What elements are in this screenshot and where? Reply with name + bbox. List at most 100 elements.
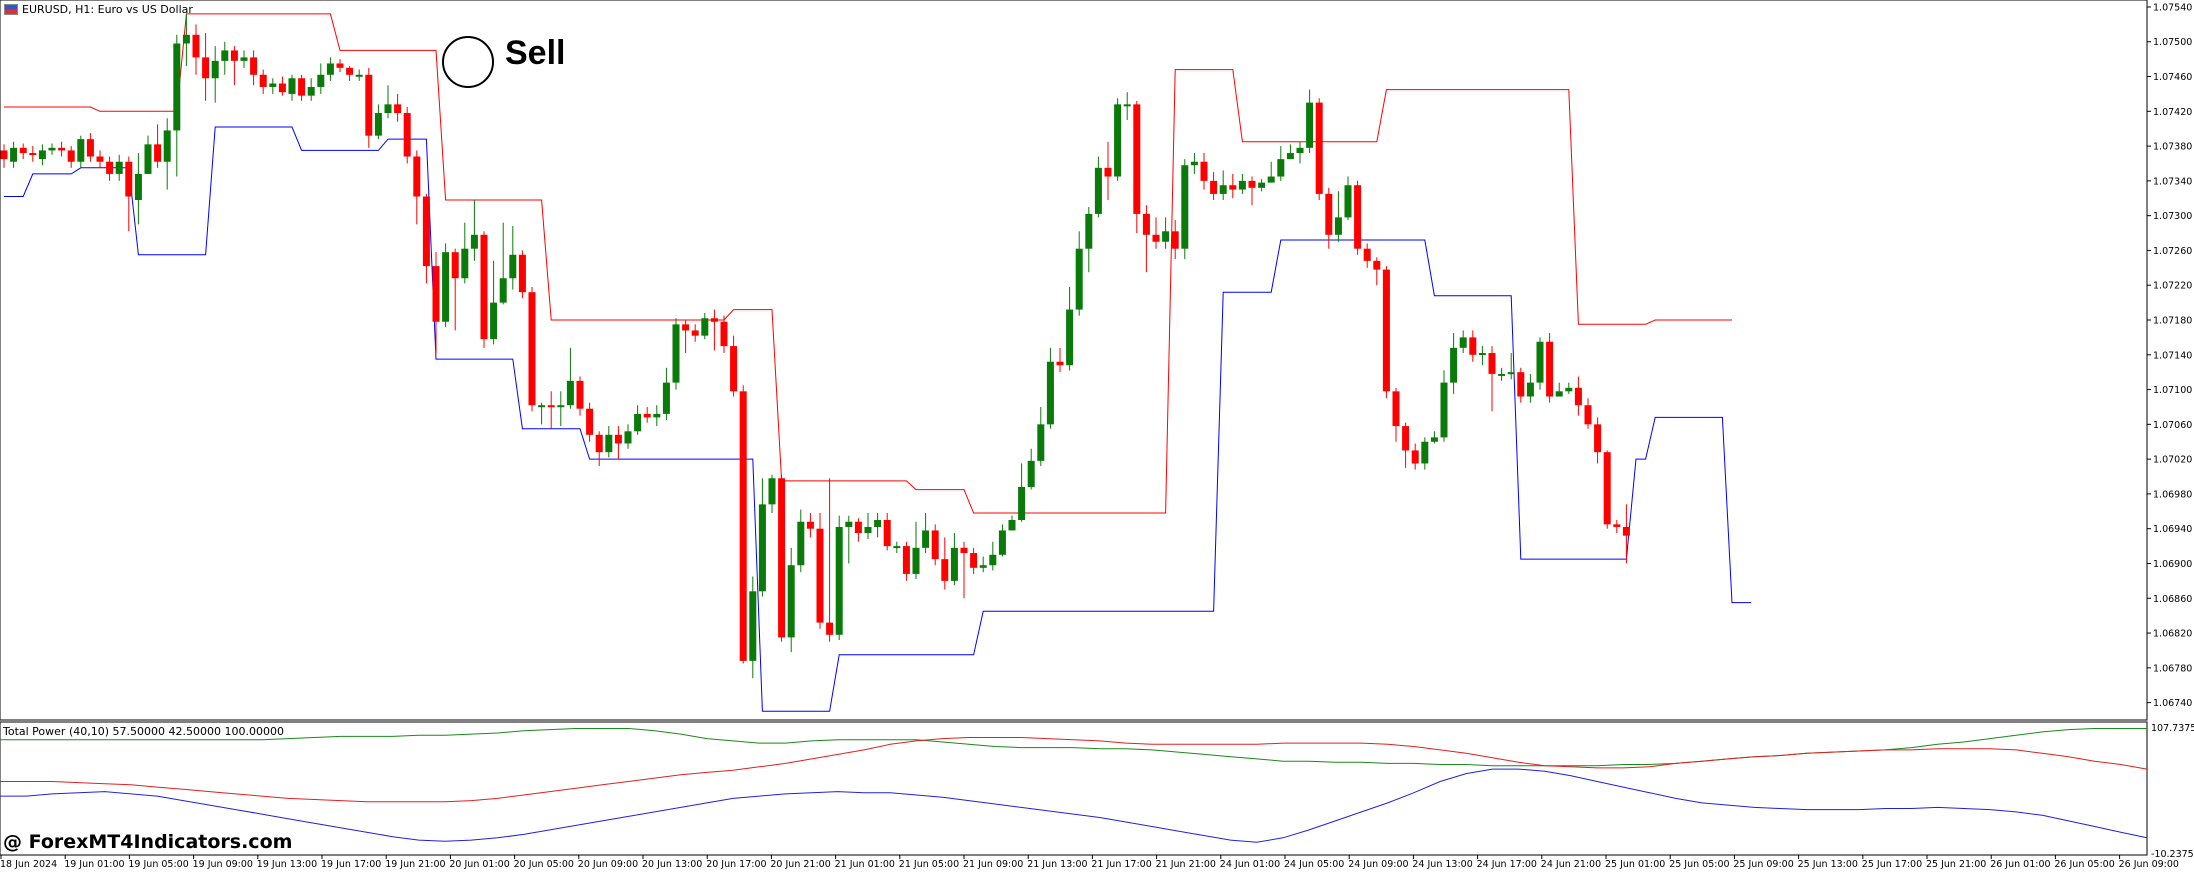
- time-tick-label: 21 Jun 21:00: [1156, 859, 1216, 870]
- candle-down: [547, 405, 555, 408]
- time-tick-label: 26 Jun 09:00: [2119, 859, 2179, 870]
- candle-up: [384, 104, 392, 114]
- candle-down: [691, 330, 699, 336]
- candle-down: [576, 380, 584, 409]
- price-tick-label: 1.07460: [2153, 72, 2192, 83]
- candle-up: [701, 318, 709, 336]
- candle-down: [1354, 185, 1362, 249]
- candle-down: [960, 547, 968, 554]
- candle-up: [1555, 391, 1563, 397]
- candle-down: [595, 434, 603, 453]
- candle-up: [134, 173, 142, 200]
- candle-down: [154, 144, 162, 162]
- candle-up: [442, 252, 450, 322]
- candle-down: [86, 139, 94, 157]
- time-tick-label: 25 Jun 09:00: [1733, 859, 1793, 870]
- candle-up: [624, 431, 632, 444]
- sell-label: Sell: [505, 34, 566, 72]
- candle-up: [864, 526, 872, 534]
- time-tick-label: 21 Jun 13:00: [1027, 859, 1087, 870]
- time-tick-label: 20 Jun 01:00: [449, 859, 509, 870]
- candle-down: [710, 318, 718, 322]
- candle-down: [1152, 234, 1160, 242]
- sell-circle-icon: [442, 36, 494, 88]
- candle-up: [1181, 165, 1189, 249]
- candle-up: [566, 380, 574, 406]
- candle-up: [1536, 341, 1544, 383]
- price-tick-label: 1.07220: [2153, 281, 2192, 292]
- indicator-axis: 107.73750 -10.23750: [2151, 723, 2194, 860]
- candle-down: [1603, 452, 1611, 525]
- candle-down: [1133, 104, 1141, 214]
- candle-up: [317, 74, 325, 87]
- candle-down: [528, 292, 536, 406]
- candle-down: [902, 546, 910, 574]
- candle-up: [557, 405, 565, 408]
- price-tick-label: 1.07180: [2153, 316, 2192, 327]
- candle-up: [307, 86, 315, 96]
- candle-up: [1027, 460, 1035, 487]
- candle-up: [1238, 180, 1246, 190]
- price-tick-label: 1.07340: [2153, 176, 2192, 187]
- candle-up: [979, 565, 987, 568]
- candle-down: [586, 408, 594, 435]
- candle-up: [749, 591, 757, 661]
- candle-up: [768, 478, 776, 505]
- candle-up: [998, 530, 1006, 555]
- time-tick-label: 20 Jun 09:00: [578, 859, 638, 870]
- candle-down: [1104, 167, 1112, 177]
- price-tick-label: 1.07300: [2153, 211, 2192, 222]
- candle-up: [1334, 217, 1342, 235]
- candle-down: [1488, 353, 1496, 374]
- candle-up: [1046, 361, 1054, 425]
- time-tick-label: 19 Jun 05:00: [128, 859, 188, 870]
- bull-power-line: [0, 728, 2147, 767]
- candle-up: [1498, 373, 1506, 376]
- candle-down: [1210, 180, 1218, 194]
- candle-down: [96, 156, 104, 162]
- candle-down: [1200, 161, 1208, 181]
- time-tick-label: 25 Jun 21:00: [1926, 859, 1986, 870]
- candle-up: [845, 521, 853, 527]
- candle-up: [787, 565, 795, 638]
- total-power-indicator: [0, 728, 2148, 843]
- price-tick-label: 1.07420: [2153, 107, 2192, 118]
- candle-up: [461, 248, 469, 279]
- candle-down: [298, 78, 306, 96]
- time-tick-label: 24 Jun 17:00: [1477, 859, 1537, 870]
- candle-up: [1162, 231, 1170, 242]
- candle-down: [346, 67, 354, 75]
- price-tick-label: 1.07500: [2153, 37, 2192, 48]
- candle-up: [144, 144, 152, 174]
- candle-up: [1565, 387, 1573, 392]
- time-tick-label: 19 Jun 13:00: [257, 859, 317, 870]
- time-tick-label: 19 Jun 17:00: [321, 859, 381, 870]
- candle-down: [451, 252, 459, 279]
- candle-down: [192, 34, 200, 58]
- lower-channel-line: [4, 126, 1752, 712]
- candle-down: [1574, 387, 1582, 406]
- candle-down: [806, 521, 814, 529]
- candle-down: [1402, 426, 1410, 451]
- candle-down: [970, 553, 978, 568]
- candle-up: [509, 254, 517, 279]
- candle-down: [413, 156, 421, 197]
- time-tick-label: 21 Jun 09:00: [963, 859, 1023, 870]
- time-tick-label: 25 Jun 17:00: [1862, 859, 1922, 870]
- candle-up: [1258, 182, 1266, 188]
- bear-power-line: [0, 737, 2148, 803]
- candle-down: [1315, 102, 1323, 194]
- candle-up: [173, 43, 181, 131]
- price-tick-label: 1.07140: [2153, 350, 2192, 361]
- candle-down: [739, 391, 747, 661]
- candle-down: [67, 150, 75, 162]
- time-tick-label: 24 Jun 09:00: [1348, 859, 1408, 870]
- candle-down: [778, 478, 786, 638]
- candle-down: [682, 324, 690, 331]
- chart-symbol-title: EURUSD, H1: Euro vs US Dollar: [4, 3, 193, 16]
- candle-up: [221, 50, 229, 61]
- candle-up: [490, 302, 498, 340]
- candle-down: [480, 234, 488, 340]
- upper-channel-line: [4, 13, 1732, 514]
